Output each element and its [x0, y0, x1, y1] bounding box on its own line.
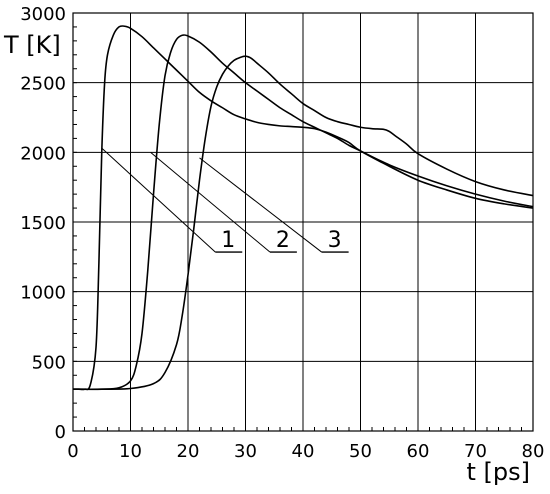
x-tick-label: 70 [464, 441, 487, 462]
x-tick-label: 30 [234, 441, 257, 462]
x-axis-title: t [ps] [466, 458, 530, 486]
x-tick-label: 80 [522, 441, 545, 462]
x-tick-label: 10 [119, 441, 142, 462]
series-leader-3 [199, 157, 322, 253]
y-tick-label: 1000 [20, 283, 66, 304]
series-leader-1 [101, 147, 216, 253]
y-tick-label: 0 [55, 422, 66, 443]
series-label-2: 2 [276, 228, 290, 253]
tick-labels: 0 10 20 30 40 50 60 70 80 0 500 1000 1500 2000 2500 300… [20, 4, 544, 462]
gridlines [72, 12, 534, 432]
series-label-1: 1 [221, 228, 235, 253]
series-curves [72, 25, 534, 391]
y-axis-title: T [K] [3, 31, 61, 59]
x-tick-label: 0 [67, 441, 78, 462]
series-label-3: 3 [328, 228, 342, 253]
x-tick-label: 50 [349, 441, 372, 462]
plot-frame [72, 12, 534, 432]
y-tick-label: 2000 [20, 143, 66, 164]
series-line-3 [72, 55, 534, 391]
x-tick-label: 40 [292, 441, 315, 462]
y-tick-label: 1500 [20, 213, 66, 234]
y-tick-label: 500 [32, 352, 66, 373]
series-line-2 [72, 34, 534, 391]
series-labels: 1 2 3 [101, 147, 349, 253]
series-leader-2 [150, 151, 271, 253]
series-line-1 [72, 25, 534, 391]
y-tick-label: 3000 [20, 4, 66, 25]
x-tick-label: 20 [177, 441, 200, 462]
x-tick-label: 60 [407, 441, 430, 462]
y-tick-label: 2500 [20, 74, 66, 95]
